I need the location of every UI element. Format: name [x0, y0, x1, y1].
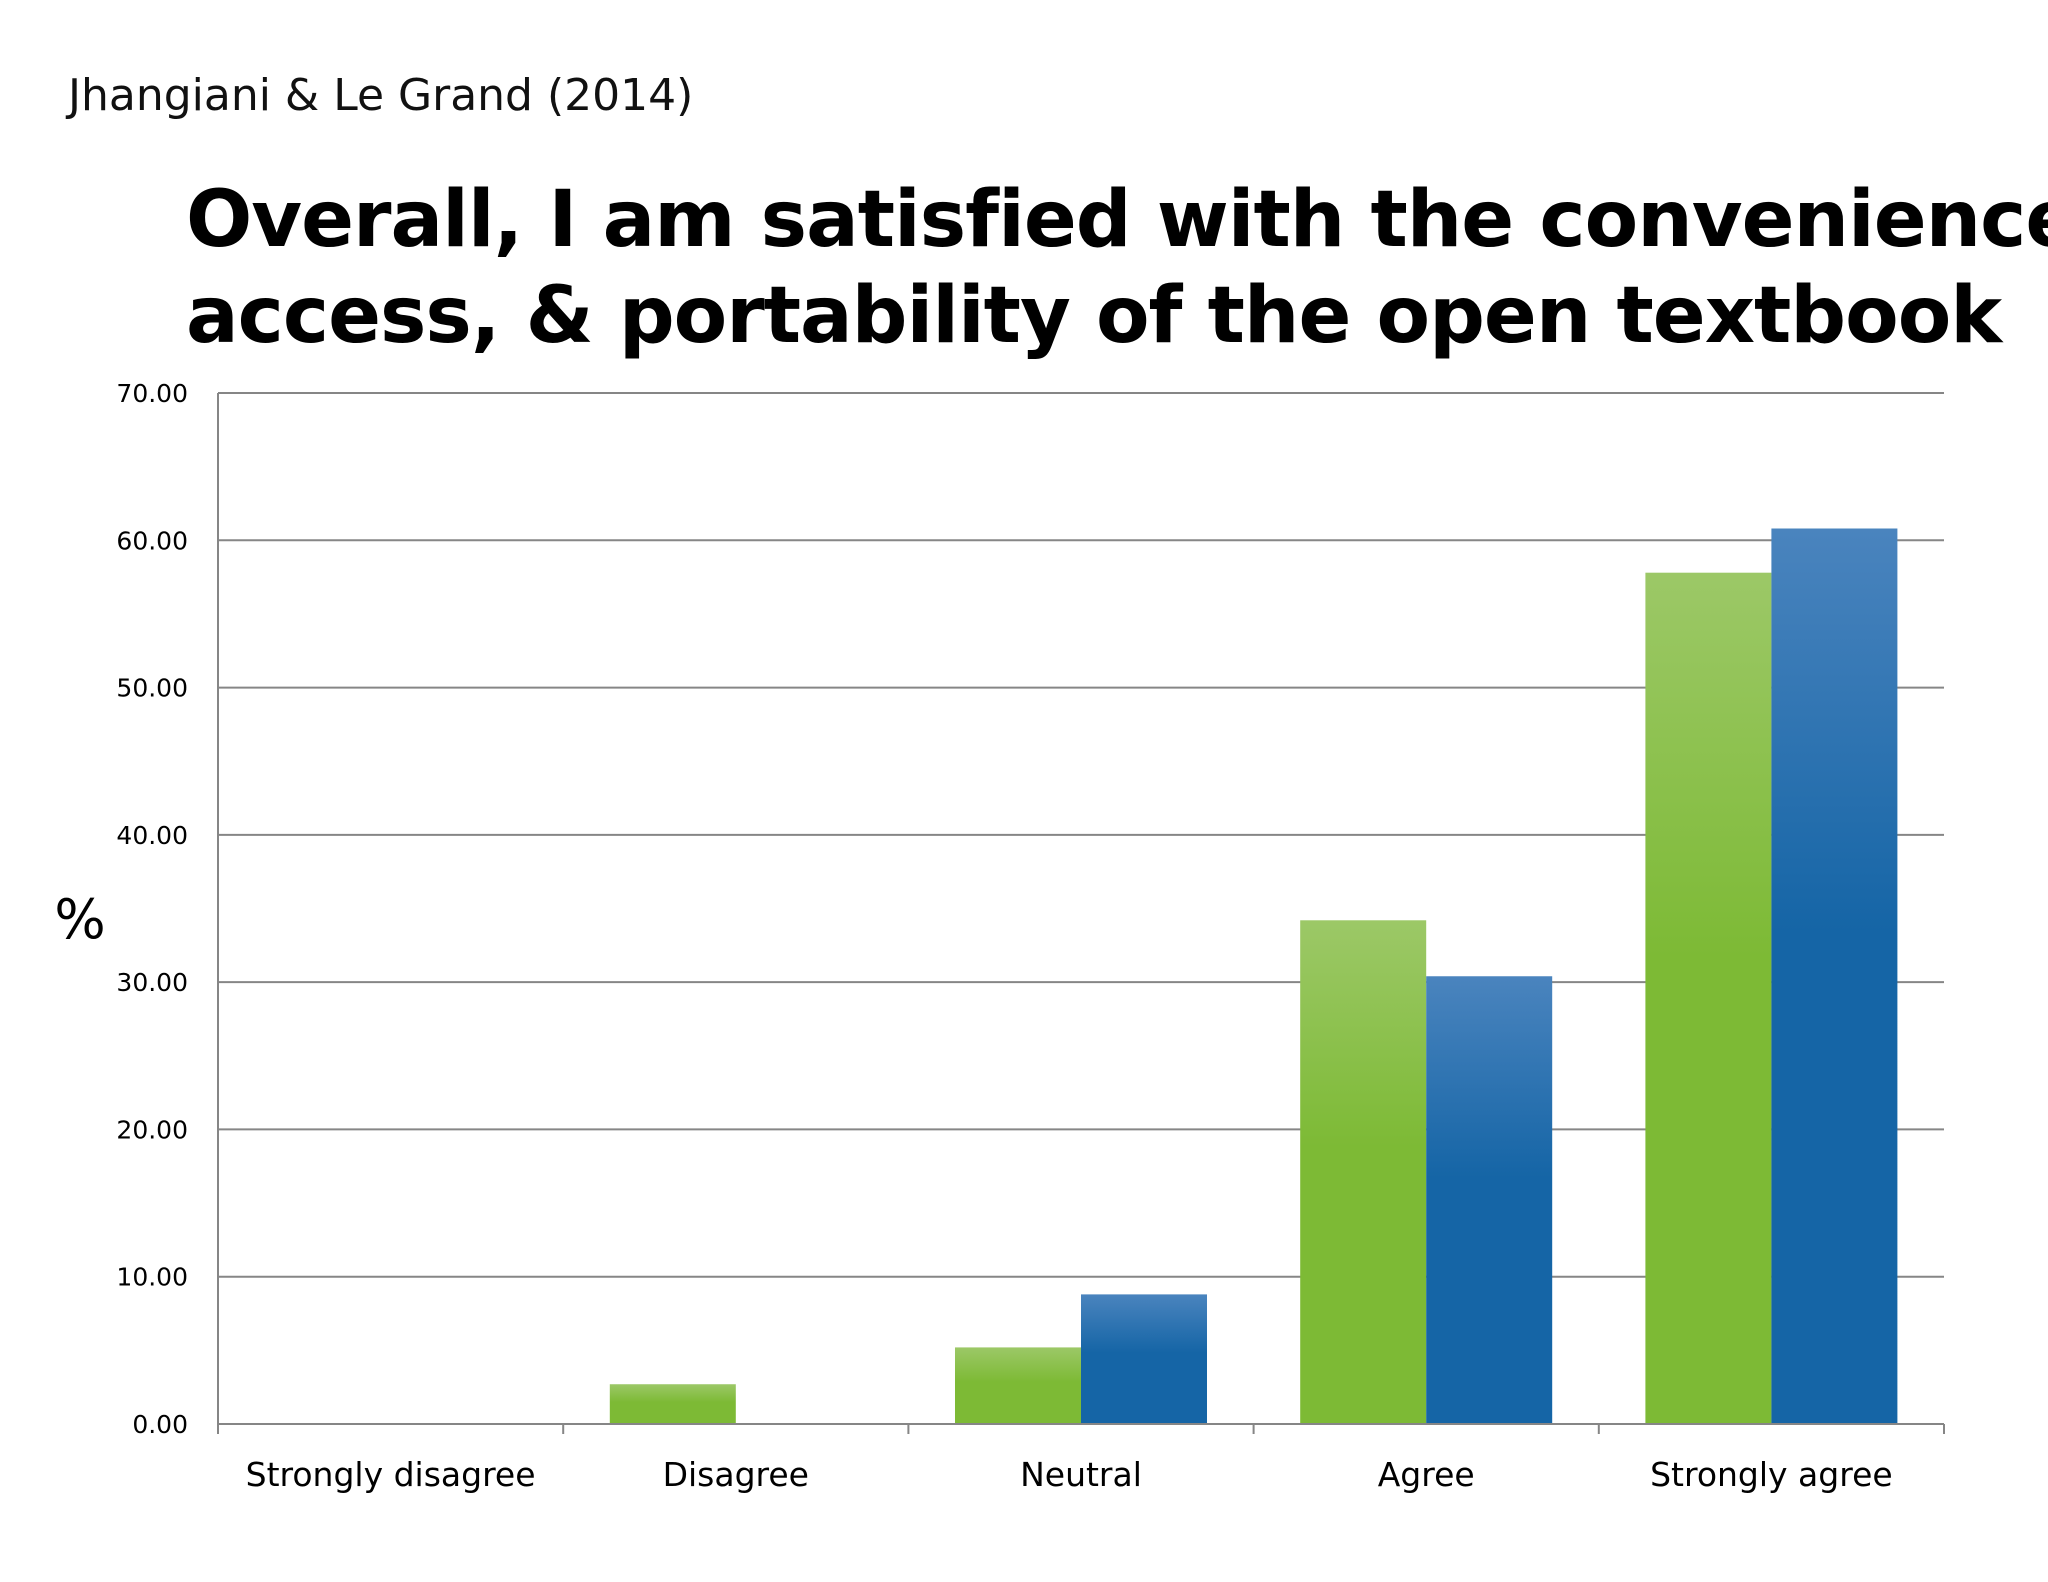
bar-series-1-strongly-agree [1645, 572, 1772, 1424]
y-tick-label: 70.00 [116, 379, 188, 408]
bar-series-2-agree [1426, 976, 1553, 1424]
bar-series-1-neutral [955, 1347, 1081, 1424]
x-category-label: Strongly agree [1650, 1455, 1893, 1494]
y-tick-label: 20.00 [116, 1115, 188, 1144]
y-tick-label: 0.00 [132, 1410, 188, 1439]
x-category-label: Strongly disagree [246, 1455, 536, 1494]
bar-series-2-neutral [1081, 1294, 1207, 1424]
y-tick-label: 50.00 [116, 674, 188, 703]
y-tick-label: 30.00 [116, 968, 188, 997]
bar-series-1-agree [1300, 920, 1427, 1424]
y-tick-label: 60.00 [116, 526, 188, 555]
y-tick-label: 10.00 [116, 1263, 188, 1292]
x-category-label: Disagree [663, 1455, 809, 1494]
labels: 0.00 10.00 20.00 30.00 40.00 50.00 60.00 70.00 S… [54, 379, 1892, 1494]
x-category-label: Agree [1378, 1455, 1475, 1494]
bar-series-2-strongly-agree [1771, 528, 1898, 1424]
y-tick-label: 40.00 [116, 821, 188, 850]
bars [609, 528, 1898, 1424]
axes [217, 393, 1945, 1434]
bar-series-1-disagree [609, 1384, 736, 1424]
chart-citation: Jhangiani & Le Grand (2014) [68, 70, 694, 121]
x-category-label: Neutral [1020, 1455, 1142, 1494]
chart-title: Overall, I am satisfied with the conveni… [186, 172, 2048, 364]
chart-title-line-1: Overall, I am satisfied with the conveni… [186, 175, 2048, 265]
y-axis-title: % [54, 888, 105, 951]
chart-title-line-2: access, & portability of the open textbo… [186, 271, 2002, 361]
